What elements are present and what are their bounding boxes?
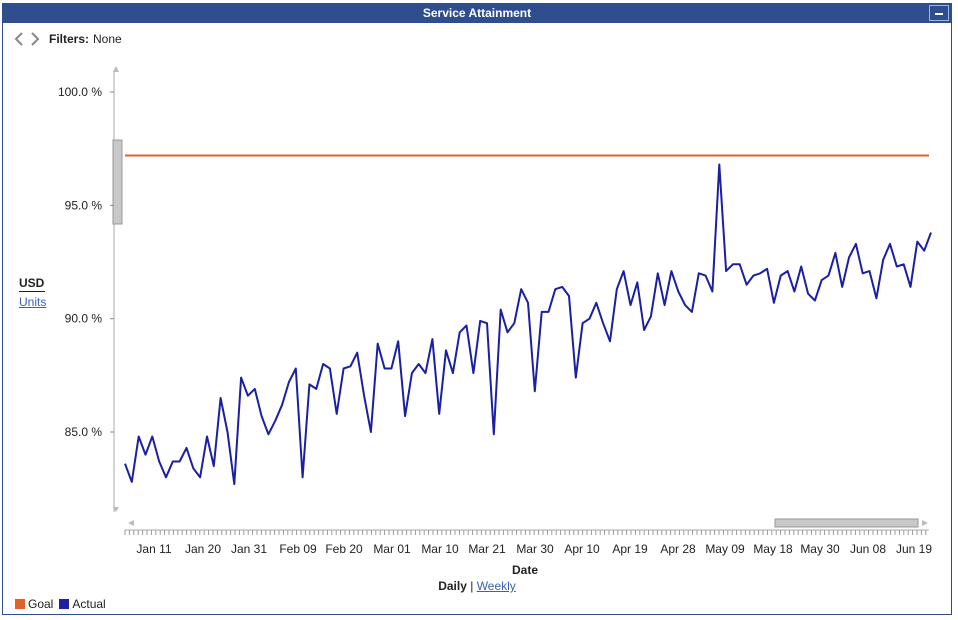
legend-swatch-actual <box>59 599 70 609</box>
legend-swatch-goal <box>15 599 25 609</box>
scroll-left-icon <box>128 520 134 526</box>
period-daily: Daily <box>438 579 467 593</box>
scrollbars <box>128 518 928 528</box>
unit-current: USD <box>19 276 45 292</box>
period-weekly-link[interactable]: Weekly <box>476 579 516 593</box>
panel-title: Service Attainment <box>422 6 532 20</box>
unit-switch: USD Units <box>19 276 46 309</box>
legend-label-actual: Actual <box>72 597 106 611</box>
legend-label-goal: Goal <box>28 597 54 611</box>
filters-bar: Filters: None <box>13 31 122 47</box>
minimize-button[interactable] <box>929 5 949 21</box>
filters-label: Filters: <box>49 32 90 46</box>
unit-units-link[interactable]: Units <box>19 295 47 309</box>
legend-item-goal: Goal <box>15 597 53 611</box>
period-separator: | <box>470 579 474 593</box>
back-arrow-icon[interactable] <box>13 32 25 46</box>
period-switch: Daily | Weekly <box>3 579 951 593</box>
filters-value: None <box>93 32 122 46</box>
forward-arrow-icon[interactable] <box>29 32 41 46</box>
scroll-right-icon <box>922 520 928 526</box>
chart-legend: Goal Actual <box>15 597 106 611</box>
panel-title-bar: Service Attainment <box>3 4 951 23</box>
legend-item-actual: Actual <box>59 597 106 611</box>
horizontal-scroll-thumb[interactable] <box>774 518 919 528</box>
